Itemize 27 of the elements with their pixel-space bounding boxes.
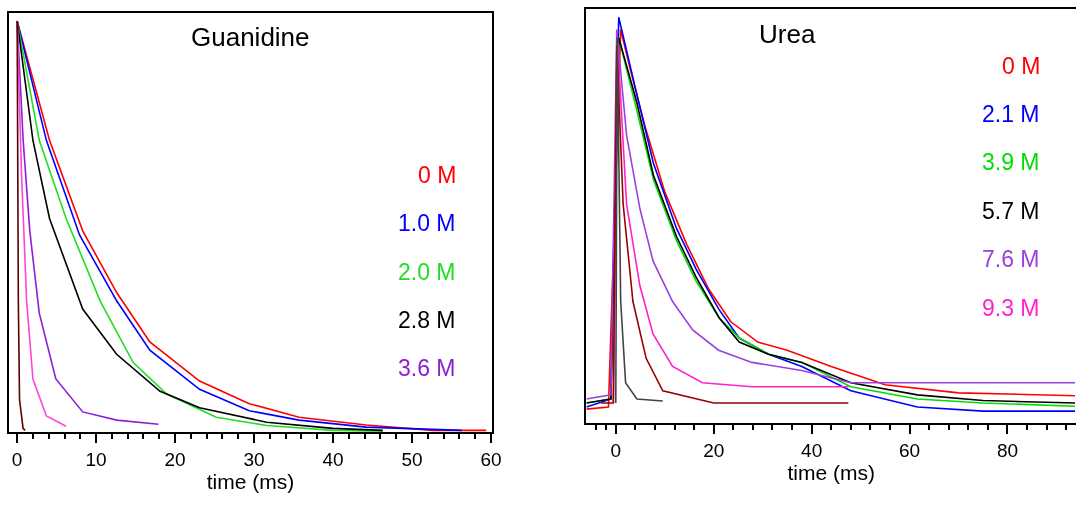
x-axis-title: time (ms): [787, 461, 875, 485]
text: 5.7 M: [982, 198, 1040, 224]
x-axis-title: time (ms): [206, 470, 295, 494]
text: 9.3 M: [982, 295, 1040, 321]
chart-title: Urea: [759, 19, 816, 49]
x-tick-label: 0: [610, 440, 622, 462]
text: 2.1 M: [982, 101, 1040, 127]
text: 7.6 M: [982, 246, 1040, 272]
text: 3.6 M: [398, 355, 456, 381]
x-tick-label: 40: [322, 449, 344, 471]
x-tick-label: 30: [243, 449, 265, 471]
text: 0 M: [418, 162, 457, 188]
x-tick-label: 20: [164, 449, 186, 471]
text: 3.9 M: [982, 149, 1040, 175]
x-tick-label: 60: [898, 440, 921, 462]
x-tick-label: 0: [11, 449, 23, 471]
x-tick-label: 80: [996, 440, 1019, 462]
x-tick-label: 10: [85, 449, 107, 471]
x-tick-label: 50: [401, 449, 423, 471]
text: 1.0 M: [398, 210, 456, 236]
x-tick-label: 20: [703, 440, 725, 462]
x-tick-label: 40: [801, 440, 823, 462]
text: 2.0 M: [398, 259, 456, 285]
text: 2.8 M: [398, 307, 456, 333]
text: 0 M: [1002, 53, 1041, 79]
x-tick-label: 60: [480, 449, 502, 471]
chart-title: Guanidine: [191, 22, 310, 52]
